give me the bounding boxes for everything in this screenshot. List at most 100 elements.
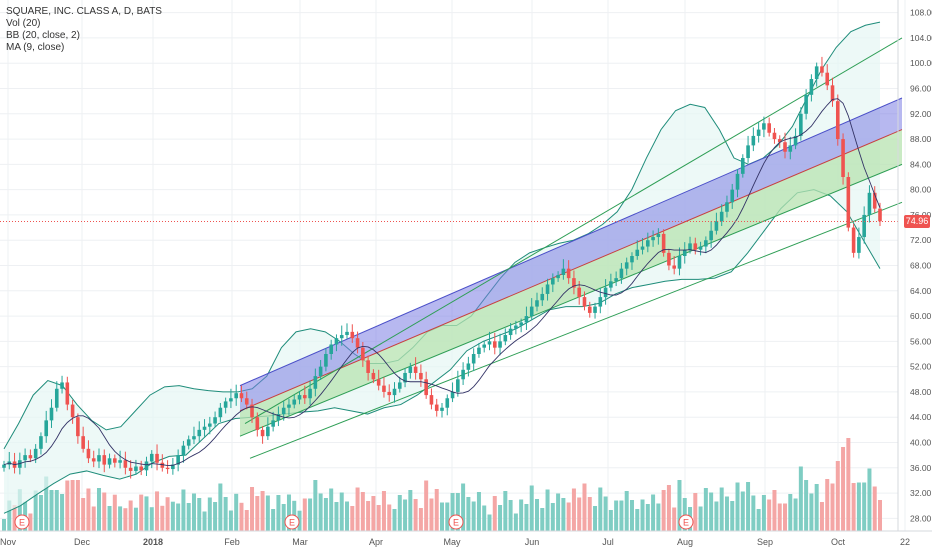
candle-body <box>667 252 671 266</box>
price-tick-label: 72.00 <box>910 235 932 245</box>
time-tick-label: Oct <box>831 537 846 547</box>
time-tick-label: Jun <box>525 537 540 547</box>
volume-bar <box>107 506 112 531</box>
price-tick-label: 28.00 <box>910 513 932 523</box>
legend-bollinger[interactable]: BB (20, close, 2) <box>6 30 80 41</box>
volume-bar <box>740 491 745 531</box>
candle-body <box>413 366 418 373</box>
volume-bar <box>308 498 313 531</box>
candle-body <box>619 268 624 279</box>
price-tick-label: 36.00 <box>910 463 932 473</box>
candle-body <box>419 372 423 380</box>
candle-body <box>355 338 360 348</box>
price-tick-label: 80.00 <box>910 185 932 195</box>
candle-body <box>651 237 655 241</box>
price-axis: 28.00 32.00 36.00 40.00 44.00 48.00 52.00 56.00… <box>897 0 932 531</box>
volume-bar <box>445 502 450 531</box>
candle-body <box>276 414 281 421</box>
volume-bar <box>629 500 634 531</box>
volume-bar <box>461 483 466 531</box>
volume-bars <box>2 438 882 531</box>
time-tick-label: Jul <box>602 537 614 547</box>
volume-bar <box>508 500 513 531</box>
trend-channel <box>239 37 903 459</box>
candle-body <box>799 113 803 136</box>
volume-bar <box>181 489 186 531</box>
candle-body <box>392 388 397 396</box>
candle-body <box>677 256 682 269</box>
volume-bar <box>851 483 856 531</box>
candle-body <box>593 306 597 313</box>
time-tick-label: Apr <box>369 537 383 547</box>
candle-body <box>334 338 339 345</box>
earnings-marker: E <box>284 514 300 530</box>
volume-bar <box>323 498 328 531</box>
volume-bar <box>440 502 444 531</box>
candle-body <box>128 467 133 471</box>
legend-volume[interactable]: Vol (20) <box>6 18 41 29</box>
candle-body <box>202 426 207 430</box>
candle-body <box>345 331 349 336</box>
candle-body <box>746 145 750 159</box>
candle-body <box>503 335 508 342</box>
volume-bar <box>381 491 386 531</box>
candle-body <box>730 189 735 203</box>
candle-body <box>218 407 223 418</box>
candle-body <box>287 404 291 408</box>
volume-bar <box>788 494 793 531</box>
candle-body <box>308 388 312 399</box>
price-tick-label: 48.00 <box>910 387 932 397</box>
candle-body <box>556 274 560 279</box>
candle-body <box>313 376 318 389</box>
volume-bar <box>619 500 624 531</box>
candle-body <box>324 354 328 367</box>
candle-body <box>181 445 186 456</box>
candle-body <box>598 297 603 307</box>
volume-bar <box>513 513 518 531</box>
candle-body <box>155 453 159 463</box>
time-tick-label: 22 <box>900 537 910 547</box>
channel-green <box>240 129 902 437</box>
candle-body <box>577 287 582 298</box>
volume-bar <box>33 490 38 531</box>
volume-bar <box>397 495 402 531</box>
volume-bar <box>429 498 434 531</box>
volume-bar <box>540 508 545 531</box>
volume-bar <box>297 510 302 531</box>
volume-bar <box>413 499 418 531</box>
volume-bar <box>841 447 846 531</box>
volume-bar <box>672 507 677 531</box>
chart-legend: SQUARE, INC. CLASS A, D, BATS Vol (20) B… <box>6 6 162 54</box>
legend-ma[interactable]: MA (9, close) <box>6 42 65 53</box>
volume-bar <box>387 504 392 531</box>
volume-bar <box>318 493 323 531</box>
volume-bar <box>49 490 54 531</box>
volume-bar <box>176 503 181 531</box>
candle-body <box>65 382 70 405</box>
candle-body <box>18 460 22 468</box>
volume-bar <box>730 501 735 531</box>
volume-bar <box>139 494 144 531</box>
candle-body <box>44 420 49 437</box>
volume-bar <box>260 491 265 531</box>
volume-bar <box>286 494 291 531</box>
volume-bar <box>65 480 70 531</box>
candle-body <box>2 464 6 468</box>
candle-body <box>783 142 787 152</box>
volume-bar <box>492 496 497 531</box>
earnings-marker: E <box>678 514 694 530</box>
candle-body <box>862 214 866 238</box>
candle-body <box>524 316 529 323</box>
price-tick-label: 60.00 <box>910 311 932 321</box>
volume-bar <box>793 498 798 531</box>
volume-bar <box>276 495 281 531</box>
legend-title[interactable]: SQUARE, INC. CLASS A, D, BATS <box>6 6 162 17</box>
time-tick-label: Sep <box>757 537 773 547</box>
candle-body <box>76 417 80 437</box>
candle-body <box>339 335 344 339</box>
ma-line <box>3 98 881 467</box>
volume-bar <box>281 504 286 531</box>
